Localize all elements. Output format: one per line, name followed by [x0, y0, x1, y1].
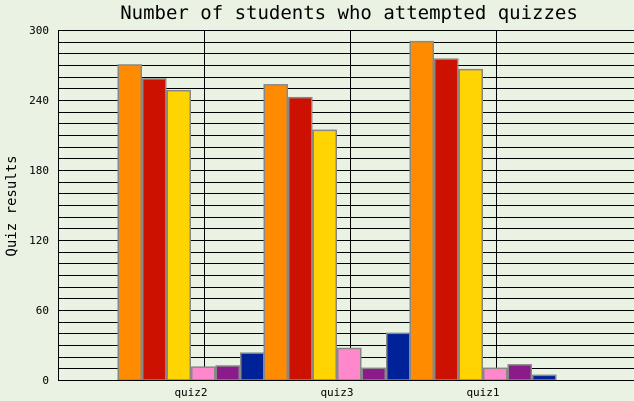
bar-series-4-quiz3 — [337, 347, 362, 381]
y-tick-label: 120 — [29, 234, 49, 247]
bar-series-6-quiz1 — [532, 374, 557, 381]
chart-title: Number of students who attempted quizzes — [120, 2, 578, 24]
bar-series-1-quiz2 — [117, 64, 142, 381]
bar-series-5-quiz3 — [361, 367, 386, 381]
bar-series-3-quiz3 — [312, 129, 337, 381]
tick-labels: 0 60 120 180 240 300 quiz2 quiz3 quiz1 — [29, 24, 499, 399]
bar-series-4-quiz2 — [191, 366, 216, 381]
bar-series-6-quiz2 — [240, 352, 265, 381]
bar-series-5-quiz1 — [507, 364, 532, 381]
y-tick-label: 60 — [36, 304, 49, 317]
bar-series-2-quiz1 — [434, 58, 459, 381]
x-tick-label: quiz2 — [174, 386, 207, 399]
bar-series-4-quiz1 — [483, 367, 508, 381]
bar-series-1-quiz3 — [263, 84, 288, 381]
x-tick-label: quiz1 — [466, 386, 499, 399]
y-tick-label: 300 — [29, 24, 49, 37]
bar-series-5-quiz2 — [215, 365, 240, 381]
bar-series-2-quiz2 — [142, 78, 167, 381]
y-tick-label: 240 — [29, 94, 49, 107]
y-axis-label: Quiz results — [4, 155, 20, 256]
bar-series-3-quiz1 — [458, 68, 483, 381]
x-tick-label: quiz3 — [320, 386, 353, 399]
bar-series-1-quiz1 — [409, 40, 434, 381]
bar-series-3-quiz2 — [166, 89, 191, 381]
bar-series-6-quiz3 — [386, 332, 411, 381]
bars — [117, 40, 557, 381]
bar-series-2-quiz3 — [288, 96, 313, 381]
y-tick-label: 180 — [29, 164, 49, 177]
y-tick-label: 0 — [42, 374, 49, 387]
axes — [58, 30, 634, 381]
